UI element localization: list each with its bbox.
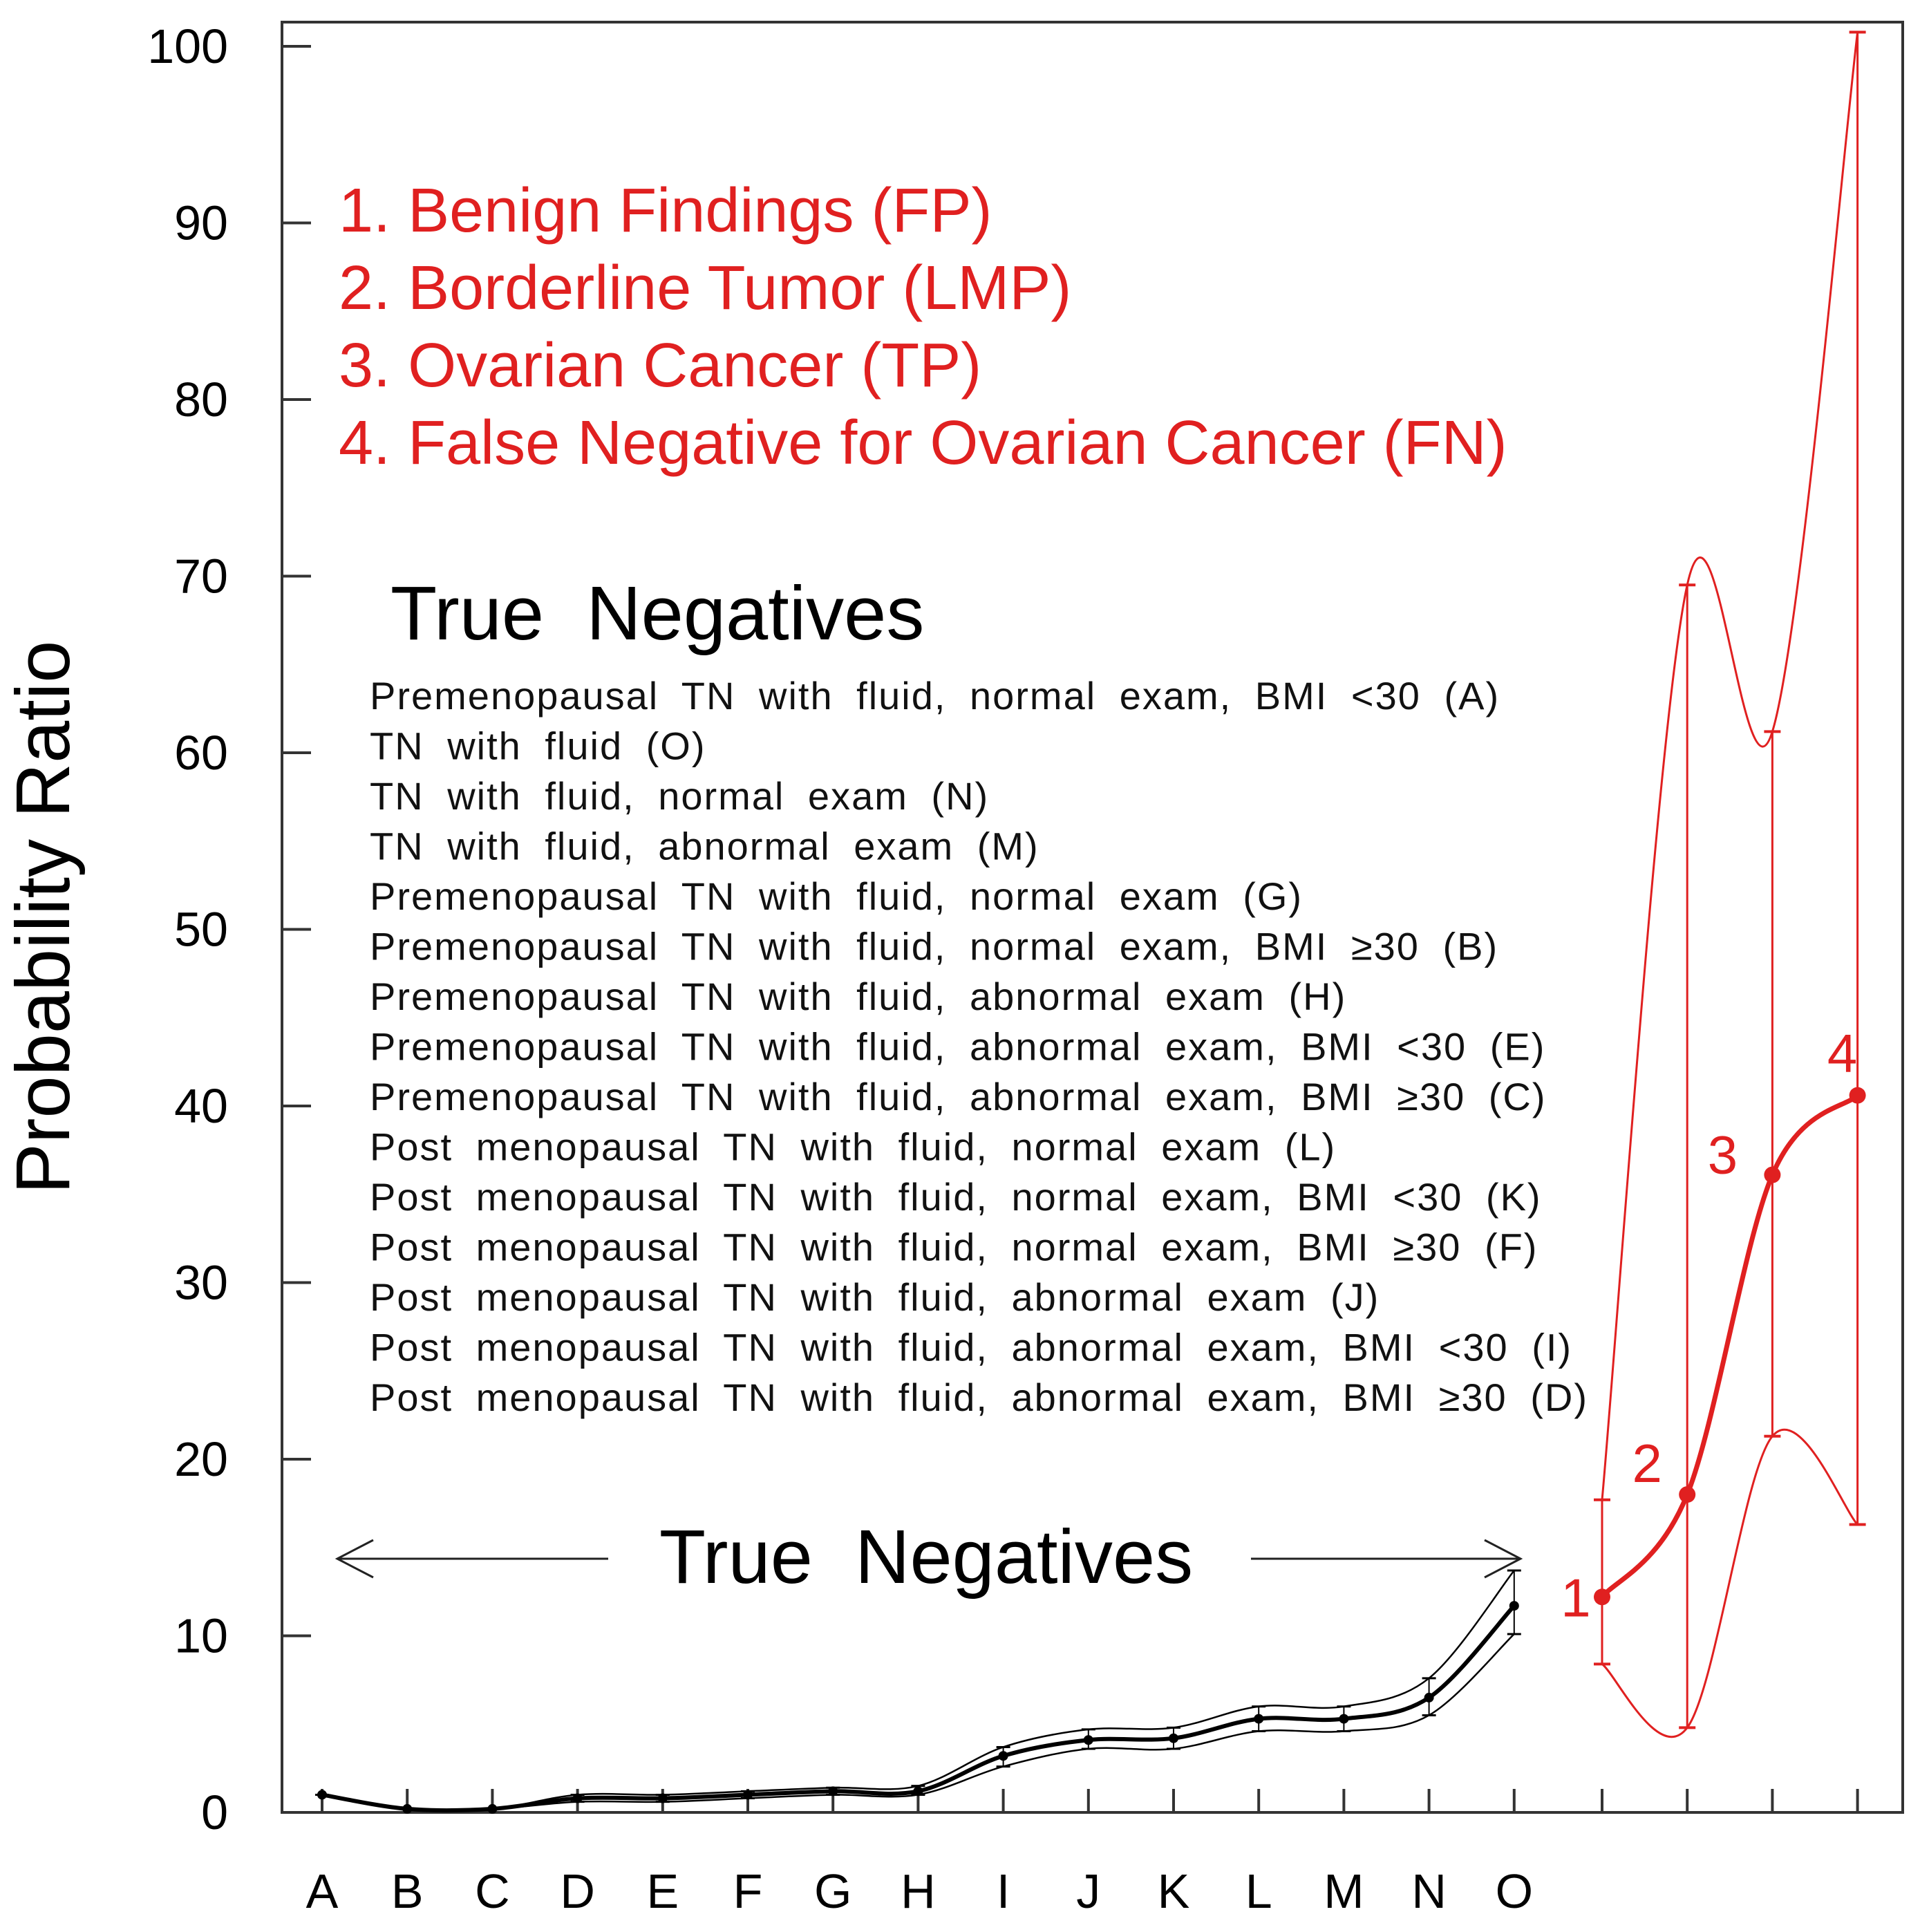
y-axis-title: Probability Ratio	[1, 641, 86, 1194]
x-tick-label: M	[1324, 1864, 1364, 1918]
tn-list-item: TN with fluid (O)	[370, 724, 706, 768]
y-tick-label: 30	[174, 1256, 228, 1310]
disease-point-label: 1	[1561, 1567, 1590, 1628]
tn-point	[1509, 1601, 1519, 1611]
tn-list-item: TN with fluid, abnormal exam (M)	[370, 825, 1039, 868]
y-tick-label: 90	[174, 196, 228, 250]
y-tick-label: 70	[174, 550, 228, 603]
tn-point	[828, 1786, 838, 1797]
tn-list-item: Premenopausal TN with fluid, abnormal ex…	[370, 1025, 1545, 1069]
tn-point	[317, 1790, 327, 1800]
legend-item-3: 3. Ovarian Cancer (TP)	[339, 331, 981, 400]
x-tick-label: I	[997, 1864, 1010, 1918]
disease-legend: 1. Benign Findings (FP) 2. Borderline Tu…	[339, 176, 1507, 478]
arrow-head-right	[1484, 1539, 1523, 1579]
disease-point-label: 4	[1827, 1023, 1857, 1084]
tn-list-item: Post menopausal TN with fluid, abnormal …	[370, 1275, 1380, 1319]
y-tick-label: 20	[174, 1432, 228, 1486]
x-tick-label: H	[901, 1864, 936, 1918]
tn-list-title: True Negatives	[390, 571, 924, 656]
x-tick-label: N	[1411, 1864, 1447, 1918]
data-series: 1 2 3 4	[315, 30, 1866, 1814]
tn-list-item: Premenopausal TN with fluid, normal exam…	[370, 674, 1500, 718]
x-tick-label: B	[391, 1864, 424, 1918]
y-tick-label: 0	[201, 1785, 228, 1839]
x-tick-label: A	[306, 1864, 339, 1918]
tn-point	[402, 1803, 413, 1814]
tn-point	[1339, 1714, 1349, 1724]
tn-point	[998, 1751, 1008, 1761]
tn-list-item: Post menopausal TN with fluid, normal ex…	[370, 1175, 1542, 1219]
tn-list-item: Post menopausal TN with fluid, normal ex…	[370, 1226, 1538, 1269]
legend-item-4: 4. False Negative for Ovarian Cancer (FN…	[339, 409, 1507, 478]
disease-point-label: 2	[1632, 1433, 1662, 1494]
tn-point	[572, 1793, 583, 1803]
tn-point	[1424, 1692, 1434, 1703]
y-tick-label: 60	[174, 726, 228, 780]
arrow-label: True Negatives	[659, 1514, 1193, 1600]
x-tick-label: F	[733, 1864, 763, 1918]
x-tick-label: O	[1496, 1864, 1533, 1918]
disease-point	[1679, 1486, 1696, 1503]
legend-item-1: 1. Benign Findings (FP)	[339, 176, 992, 245]
tn-list-item: Premenopausal TN with fluid, abnormal ex…	[370, 1075, 1547, 1118]
tn-list-item: Premenopausal TN with fluid, normal exam…	[370, 874, 1303, 918]
y-tick-label: 50	[174, 903, 228, 957]
tn-list-item: Post menopausal TN with fluid, normal ex…	[370, 1125, 1336, 1169]
disease-upper-line	[1601, 32, 1859, 1500]
disease-point	[1594, 1588, 1610, 1606]
x-tick-label: C	[475, 1864, 510, 1918]
x-tick-label: K	[1158, 1864, 1190, 1918]
tn-point	[657, 1793, 668, 1803]
tn-point	[1169, 1733, 1178, 1743]
tn-list-item: TN with fluid, normal exam (N)	[370, 774, 989, 818]
disease-lower-line	[1601, 1428, 1858, 1738]
y-tick-label: 40	[174, 1079, 228, 1133]
tn-point	[743, 1790, 753, 1800]
tn-point	[1254, 1714, 1264, 1724]
tn-point	[1083, 1735, 1093, 1745]
y-tick-label: 100	[147, 19, 228, 73]
arrow-head-left	[335, 1539, 374, 1579]
x-tick-label: G	[814, 1864, 851, 1918]
disease-point-label: 3	[1708, 1125, 1738, 1185]
legend-item-2: 2. Borderline Tumor (LMP)	[339, 254, 1071, 323]
x-tick-label: J	[1076, 1864, 1100, 1918]
plot-frame	[281, 21, 1904, 1814]
disease-point	[1849, 1087, 1866, 1104]
y-axis-ticks: 0 10 20 30 40 50 60 70 80 90 100	[147, 19, 311, 1839]
tn-list-item: Premenopausal TN with fluid, normal exam…	[370, 925, 1498, 968]
tn-point	[487, 1803, 498, 1814]
tn-list-item: Post menopausal TN with fluid, abnormal …	[370, 1376, 1588, 1419]
y-tick-label: 80	[174, 373, 228, 426]
disease-point	[1764, 1166, 1781, 1183]
true-negatives-arrow: True Negatives	[335, 1514, 1523, 1600]
tn-list: Premenopausal TN with fluid, normal exam…	[370, 674, 1588, 1419]
disease-mean-line	[1600, 1093, 1859, 1599]
tn-list-item: Premenopausal TN with fluid, abnormal ex…	[370, 975, 1346, 1018]
x-tick-label: E	[646, 1864, 679, 1918]
y-tick-label: 10	[174, 1609, 228, 1663]
tn-point	[913, 1786, 923, 1797]
x-tick-label: D	[560, 1864, 595, 1918]
x-tick-label: L	[1245, 1864, 1272, 1918]
tn-list-item: Post menopausal TN with fluid, abnormal …	[370, 1326, 1572, 1369]
